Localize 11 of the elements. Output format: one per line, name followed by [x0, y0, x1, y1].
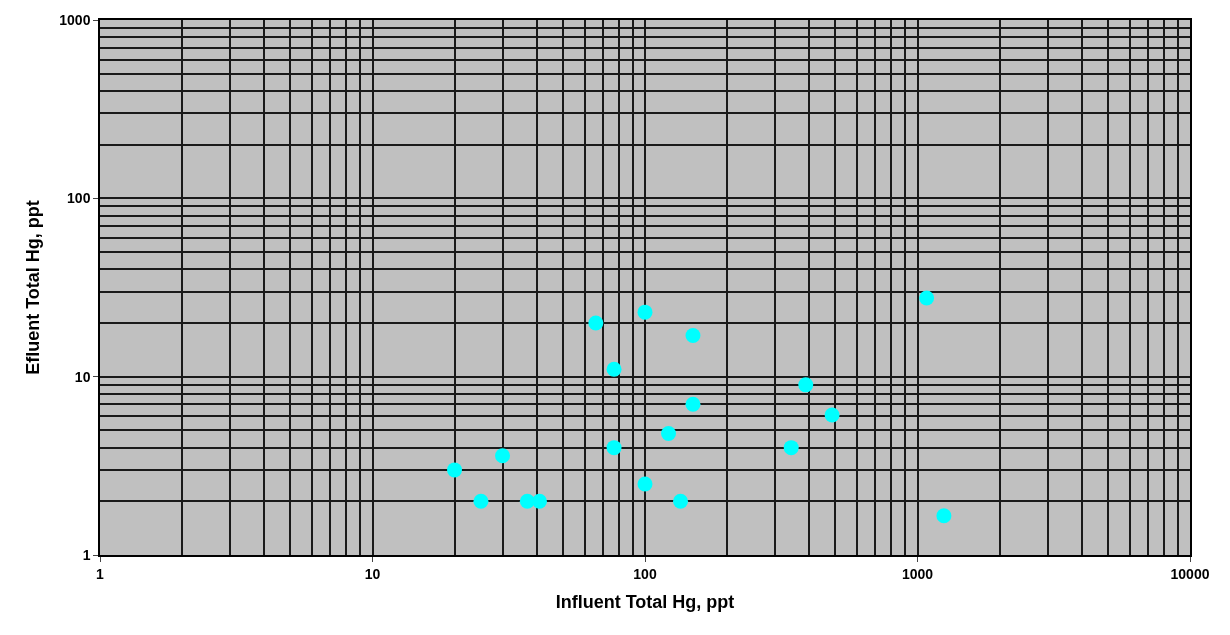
x-tick-label: 1000: [901, 565, 934, 582]
x-tick-label: 10000: [1170, 565, 1210, 582]
y-tick-label: 1000: [59, 11, 91, 28]
y-tick-label: 100: [67, 190, 91, 207]
y-axis-title: Efluent Total Hg, ppt: [22, 200, 43, 375]
y-tick-label: 1: [82, 546, 91, 563]
x-tick-label: 10: [364, 565, 381, 582]
x-tick-label: 1: [96, 565, 105, 582]
y-tick-label: 10: [74, 368, 91, 385]
x-axis-title: Influent Total Hg, ppt: [555, 592, 735, 613]
x-tick-label: 100: [633, 565, 657, 582]
